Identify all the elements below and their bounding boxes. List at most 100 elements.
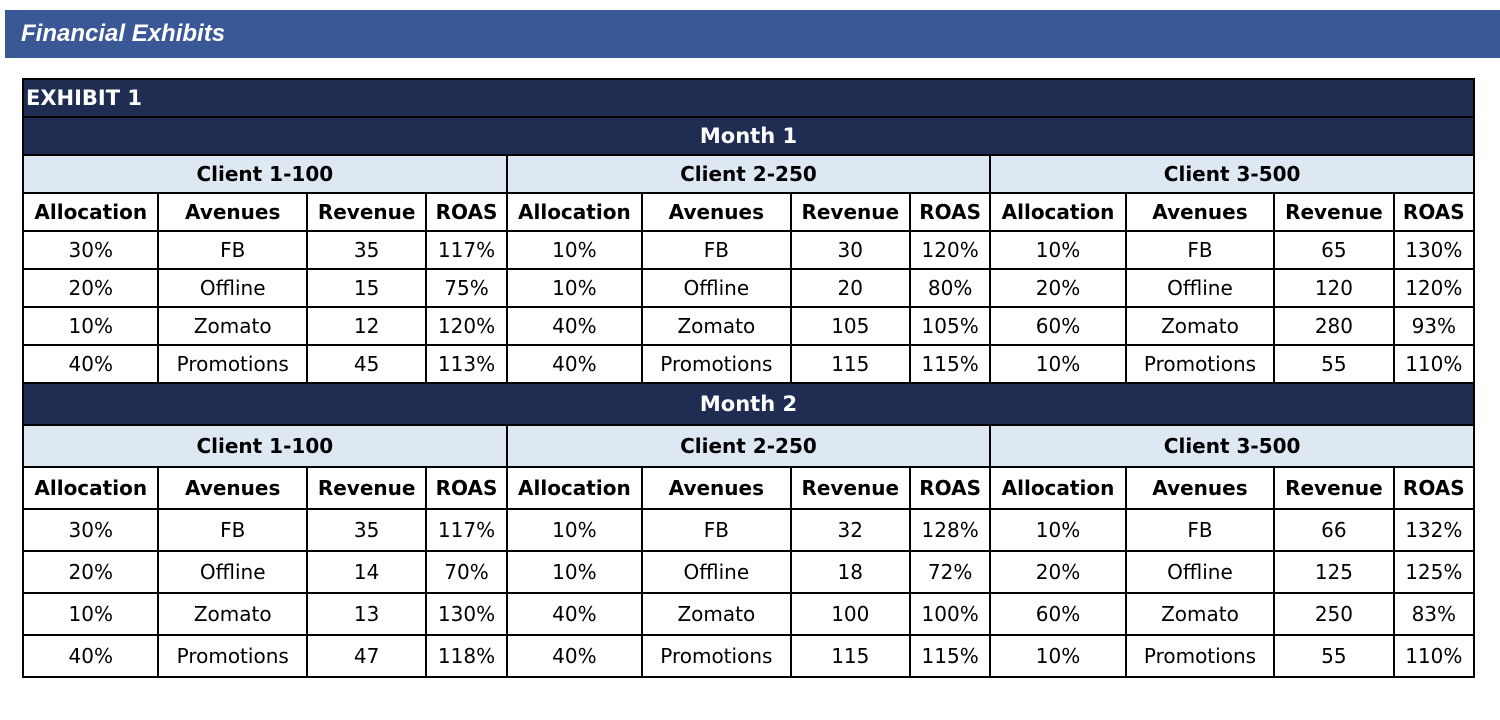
table-cell: 47 [305, 634, 428, 678]
client-name: Client 2-250 [505, 424, 992, 468]
column-header: Allocation [505, 192, 644, 232]
table-cell: 115% [908, 344, 992, 384]
table-cell: 105 [789, 306, 911, 346]
column-header: ROAS [908, 466, 992, 510]
table-cell: 130% [1392, 230, 1476, 270]
table-cell: 115% [908, 634, 992, 678]
table-cell: 120% [1392, 268, 1476, 308]
table-cell: FB [641, 508, 792, 552]
table-cell: 32 [789, 508, 911, 552]
table-row: 20% Offline 15 75% 10% Offline 20 80% 20% Offline… [21, 268, 1476, 308]
column-header: Allocation [505, 466, 644, 510]
table-cell: 115 [789, 344, 911, 384]
table-row: 40% Promotions 45 113% 40% Promotions 115 115% 1… [21, 344, 1476, 384]
client-header-row: Client 1-100 Client 2-250 Client 3-500 [22, 424, 1475, 468]
table-cell: 35 [305, 508, 428, 552]
table-cell: FB [1124, 508, 1276, 552]
table-cell: 40% [505, 306, 644, 346]
table-cell: 132% [1392, 508, 1476, 552]
table-row: 10% Zomato 13 130% 40% Zomato 100 100% 60% Zomato… [21, 592, 1476, 636]
column-header: Allocation [989, 192, 1127, 232]
table-cell: 55 [1273, 344, 1395, 384]
table-cell: Offline [641, 550, 792, 594]
column-header: ROAS [425, 192, 508, 232]
table-cell: Promotions [157, 344, 308, 384]
month-label: Month 2 [22, 382, 1475, 426]
table-cell: 105% [908, 306, 992, 346]
column-header: ROAS [1392, 192, 1476, 232]
page-title: Financial Exhibits [21, 20, 226, 47]
table-cell: Zomato [1124, 306, 1276, 346]
table-cell: 10% [989, 508, 1127, 552]
table-cell: 83% [1392, 592, 1476, 636]
table-cell: 110% [1392, 634, 1476, 678]
table-cell: 14 [305, 550, 428, 594]
column-header: Avenues [1124, 192, 1276, 232]
table-cell: Promotions [641, 634, 792, 678]
client-name: Client 3-500 [989, 424, 1475, 468]
table-cell: 65 [1273, 230, 1395, 270]
table-cell: 60% [989, 306, 1127, 346]
column-header: Revenue [789, 192, 911, 232]
table-cell: 113% [425, 344, 508, 384]
table-cell: 15 [305, 268, 428, 308]
column-header: Revenue [305, 192, 428, 232]
table-cell: 10% [989, 230, 1127, 270]
table-cell: 66 [1273, 508, 1395, 552]
table-cell: 10% [505, 268, 644, 308]
table-cell: 20% [989, 268, 1127, 308]
table-cell: 250 [1273, 592, 1395, 636]
table-cell: FB [641, 230, 792, 270]
table-cell: FB [157, 230, 308, 270]
table-cell: Offline [157, 550, 308, 594]
table-cell: 20% [21, 550, 160, 594]
table-cell: 10% [505, 508, 644, 552]
column-header: Avenues [641, 466, 792, 510]
table-cell: 125 [1273, 550, 1395, 594]
column-header: Allocation [989, 466, 1127, 510]
table-cell: 30% [21, 230, 160, 270]
table-cell: 72% [908, 550, 992, 594]
table-row: 10% Zomato 12 120% 40% Zomato 105 105% 60% Zomato… [21, 306, 1476, 346]
table-cell: 10% [505, 550, 644, 594]
column-header: Avenues [157, 466, 308, 510]
table-cell: 120% [908, 230, 992, 270]
table-cell: 100 [789, 592, 911, 636]
column-header: Avenues [157, 192, 308, 232]
table-cell: Zomato [641, 592, 792, 636]
client-name: Client 1-100 [22, 424, 508, 468]
table-cell: Promotions [641, 344, 792, 384]
table-cell: 30% [21, 508, 160, 552]
exhibit-label: EXHIBIT 1 [22, 78, 1475, 118]
table-cell: 10% [505, 230, 644, 270]
month-header-row: Month 1 [22, 116, 1475, 156]
column-header: Allocation [21, 466, 160, 510]
column-header: ROAS [425, 466, 508, 510]
table-cell: 100% [908, 592, 992, 636]
table-cell: 40% [505, 344, 644, 384]
table-cell: Offline [641, 268, 792, 308]
exhibit-table: EXHIBIT 1 Month 1 Client 1-100 Client 2-25… [21, 78, 1476, 678]
table-cell: 80% [908, 268, 992, 308]
table-row: 30% FB 35 117% 10% FB 30 120% 10% FB 65 130% [21, 230, 1476, 270]
table-cell: 128% [908, 508, 992, 552]
table-cell: 45 [305, 344, 428, 384]
table-cell: Zomato [641, 306, 792, 346]
table-cell: 130% [425, 592, 508, 636]
column-header: Revenue [789, 466, 911, 510]
table-cell: 20% [21, 268, 160, 308]
column-header-row: Allocation Avenues Revenue ROAS Allocation Av… [21, 466, 1476, 510]
table-cell: Offline [1124, 268, 1276, 308]
column-header: Revenue [1273, 192, 1395, 232]
table-cell: 30 [789, 230, 911, 270]
title-bar: Financial Exhibits [5, 10, 1500, 58]
column-header: Avenues [641, 192, 792, 232]
column-header: Allocation [21, 192, 160, 232]
table-cell: FB [1124, 230, 1276, 270]
column-header-row: Allocation Avenues Revenue ROAS Allocation Av… [21, 192, 1476, 232]
table-cell: 10% [21, 592, 160, 636]
table-cell: 40% [505, 634, 644, 678]
table-cell: 93% [1392, 306, 1476, 346]
table-cell: 115 [789, 634, 911, 678]
table-cell: 55 [1273, 634, 1395, 678]
